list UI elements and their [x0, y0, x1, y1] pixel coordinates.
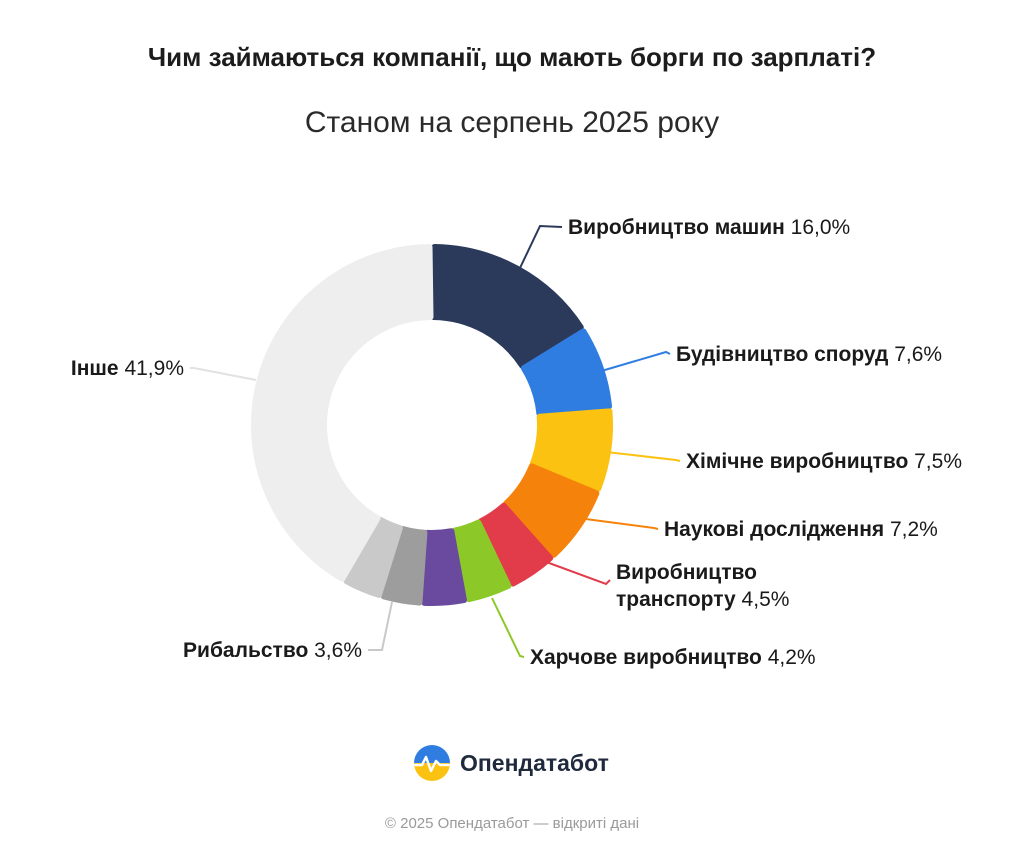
donut-slices — [251, 244, 613, 606]
leader-lines — [190, 224, 681, 658]
leader-line-5 — [529, 555, 611, 586]
donut-slice-5 — [478, 502, 554, 587]
donut-slice-4 — [502, 463, 600, 558]
donut-slice-6 — [451, 519, 512, 603]
donut-slice-2 — [520, 328, 613, 417]
leader-line-6 — [491, 597, 525, 658]
opendatabot-logo-icon — [414, 745, 450, 781]
leader-line-1 — [519, 224, 563, 269]
donut-slice-7 — [421, 528, 467, 606]
leader-line-3 — [605, 451, 681, 462]
slice-label-9: Рибальство 3,6% — [183, 639, 362, 662]
footer-copyright: © 2025 Опендатабот — відкриті дані — [384, 815, 640, 832]
chart-title: Чим займаються компанії, що мають борги … — [147, 42, 877, 72]
slice-label-1: Виробництво машин 16,0% — [568, 216, 850, 239]
leader-line-4 — [577, 517, 659, 530]
brand-name: Опендатабот — [460, 749, 609, 776]
donut-slice-9 — [343, 516, 403, 598]
slice-label-4: Наукові дослідження 7,2% — [664, 518, 938, 541]
slice-label-6: Харчове виробництво 4,2% — [530, 646, 816, 669]
leader-line-9 — [368, 601, 393, 651]
leader-line-2 — [597, 350, 671, 373]
chart-subtitle: Станом на серпень 2025 року — [304, 106, 720, 139]
slice-label-5: Виробництво транспорту 4,5% — [616, 561, 789, 611]
donut-slice-1 — [430, 244, 584, 369]
slice-label-3: Хімічне виробництво 7,5% — [686, 450, 962, 473]
slice-labels: Виробництво машин 16,0% Будівництво спору… — [71, 216, 962, 669]
donut-slice-3 — [529, 408, 613, 492]
donut-slice-10 — [251, 244, 434, 582]
slice-label-10: Інше 41,9% — [71, 357, 184, 380]
brand: Опендатабот — [412, 742, 609, 784]
donut-slice-8 — [380, 525, 428, 606]
leader-line-10 — [190, 367, 257, 381]
slice-label-2: Будівництво споруд 7,6% — [676, 343, 942, 366]
